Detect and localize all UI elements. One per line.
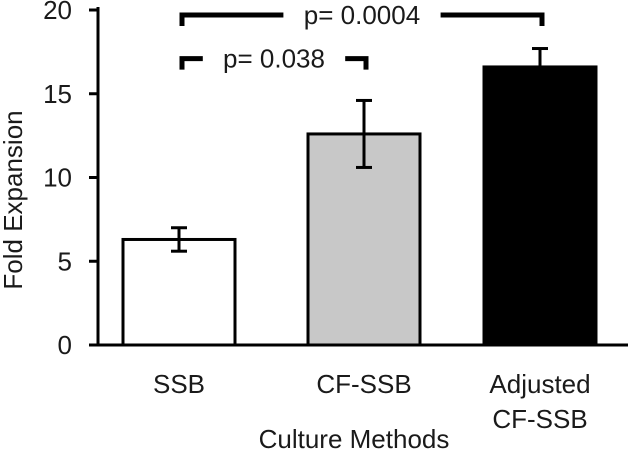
error-bars	[171, 47, 548, 253]
bars	[121, 65, 598, 347]
x-tick-label-2-line1: CF-SSB	[492, 404, 587, 434]
y-axis: 0 5 10 15 20	[43, 0, 100, 360]
y-tick-label-20: 20	[43, 0, 72, 25]
y-axis-label: Fold Expansion	[0, 110, 28, 289]
bracket-left-1	[179, 12, 284, 27]
bar-2	[482, 65, 598, 347]
x-tick-labels: SSB CF-SSB Adjusted CF-SSB	[153, 369, 591, 434]
p-value-label-1: p= 0.0004	[304, 0, 420, 30]
x-tick-label-2: Adjusted	[489, 369, 590, 399]
p-value-label-0: p= 0.038	[223, 44, 325, 74]
y-tick-label-15: 15	[43, 79, 72, 109]
bar-1	[306, 132, 422, 347]
x-tick-label-1: CF-SSB	[316, 369, 411, 399]
bracket-right-1	[440, 12, 545, 27]
bracket-right-0	[345, 56, 369, 70]
x-tick-label-0: SSB	[153, 369, 205, 399]
y-tick-label-10: 10	[43, 163, 72, 193]
bracket-left-0	[179, 56, 203, 70]
y-tick-label-0: 0	[58, 330, 72, 360]
significance-brackets: p= 0.038 p= 0.0004	[179, 0, 545, 74]
x-axis-label: Culture Methods	[259, 424, 450, 453]
bar-0	[121, 237, 237, 347]
y-tick-label-5: 5	[58, 246, 72, 276]
